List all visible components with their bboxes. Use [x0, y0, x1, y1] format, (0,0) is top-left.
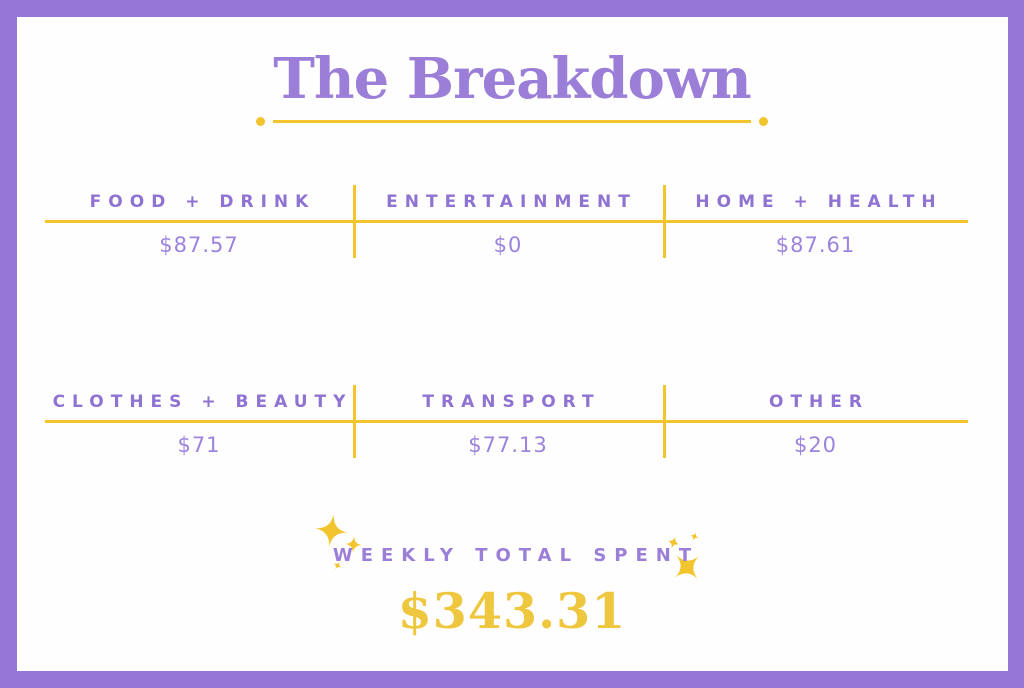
category-amount: $20: [793, 433, 838, 457]
category-label: ENTERTAINMENT: [386, 192, 637, 212]
sparkle-icon: [664, 544, 709, 589]
sparkle-icon: [344, 535, 362, 553]
category-label: HOME + HEALTH: [695, 192, 943, 212]
sparkle-icon: [665, 534, 681, 550]
category-cell-entertainment: ENTERTAINMENT $0: [353, 185, 663, 258]
weekly-total-label: WEEKLY TOTAL SPENT: [332, 545, 700, 566]
column-divider: [663, 185, 666, 258]
category-label: TRANSPORT: [422, 392, 601, 412]
category-label: CLOTHES + BEAUTY: [52, 392, 353, 412]
category-amount: $0: [493, 233, 523, 257]
category-amount: $87.61: [775, 233, 856, 257]
sparkle-icon: [331, 559, 343, 571]
underline-dot-right: [759, 117, 768, 126]
column-divider: [353, 185, 356, 258]
underline-dot-left: [256, 117, 265, 126]
category-amount: $87.57: [159, 233, 239, 257]
category-label: OTHER: [769, 392, 869, 412]
column-divider: [663, 385, 666, 458]
sparkle-icon: [313, 512, 350, 549]
row-divider-horizontal: [45, 220, 968, 223]
category-cell-food-drink: FOOD + DRINK $87.57: [45, 185, 353, 258]
page-title: The Breakdown: [273, 46, 752, 112]
category-amount: $71: [177, 433, 221, 457]
category-cell-transport: TRANSPORT $77.13: [353, 385, 663, 458]
breakdown-row-2: CLOTHES + BEAUTY $71 TRANSPORT $77.13 OT…: [45, 385, 968, 458]
sparkle-icon: [689, 531, 701, 543]
category-cell-home-health: HOME + HEALTH $87.61: [663, 185, 968, 258]
category-label: FOOD + DRINK: [89, 192, 316, 212]
title-underline: [256, 117, 768, 126]
weekly-total-amount: $343.31: [397, 582, 627, 640]
category-cell-other: OTHER $20: [663, 385, 968, 458]
column-divider: [353, 385, 356, 458]
breakdown-card: [17, 17, 1008, 671]
category-cell-clothes-beauty: CLOTHES + BEAUTY $71: [45, 385, 353, 458]
row-divider-horizontal: [45, 420, 968, 423]
breakdown-row-1: FOOD + DRINK $87.57 ENTERTAINMENT $0 HOM…: [45, 185, 968, 258]
underline-rule: [273, 120, 751, 123]
category-amount: $77.13: [468, 433, 548, 457]
